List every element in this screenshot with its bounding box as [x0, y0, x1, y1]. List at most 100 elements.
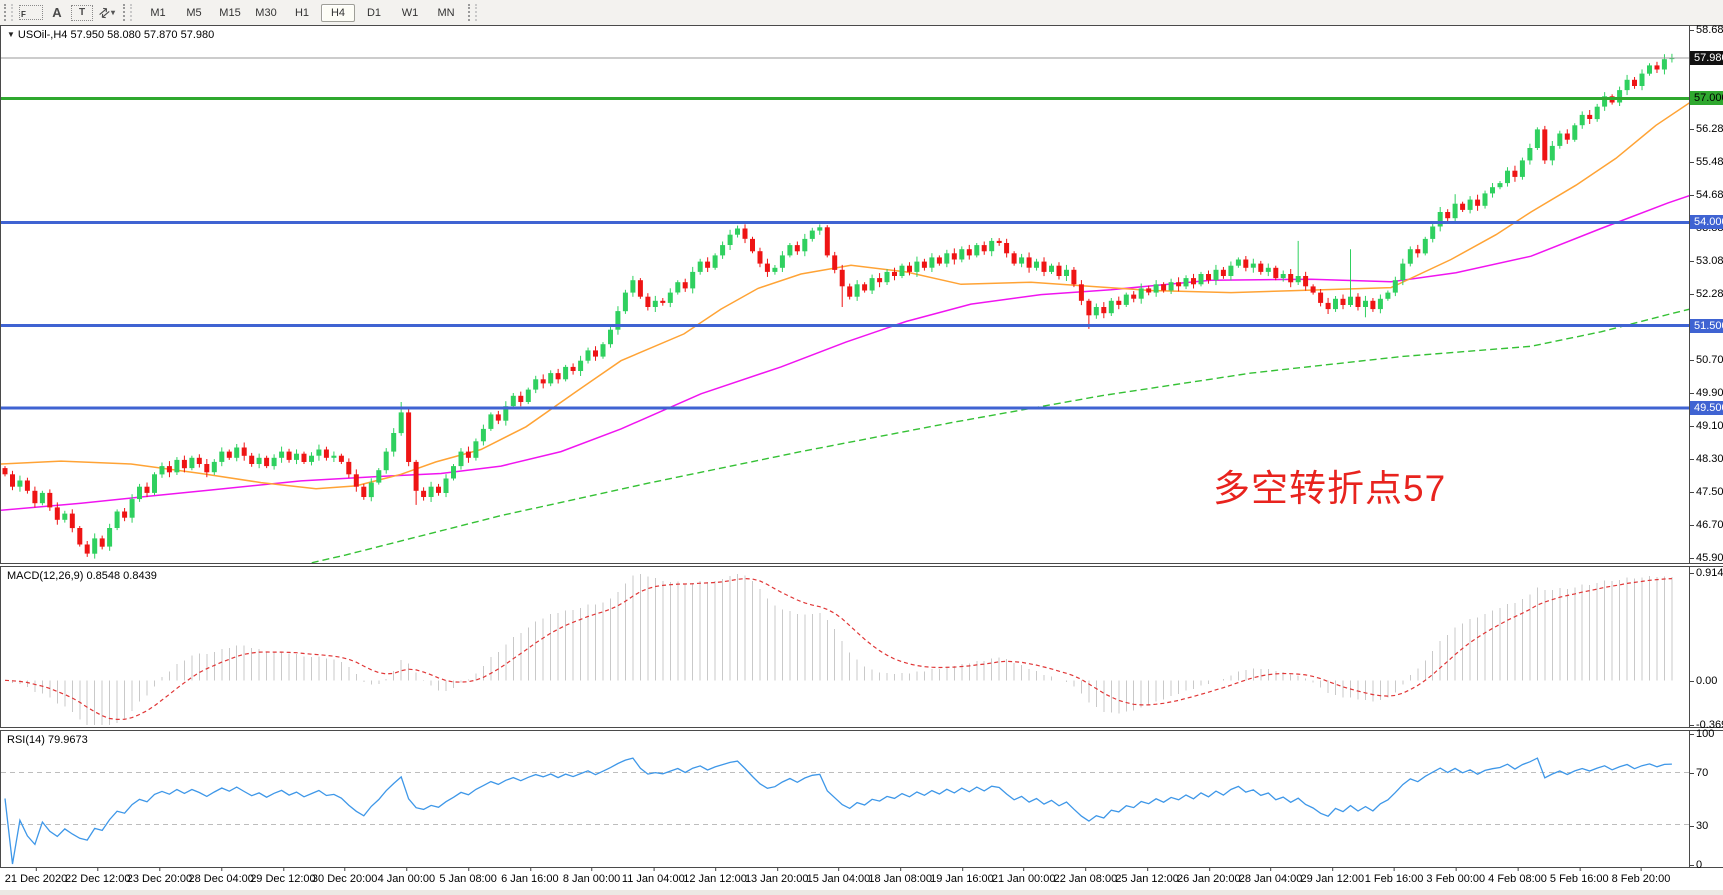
timeframe-button-h1[interactable]: H1: [294, 6, 310, 19]
chevron-down-icon: ▼: [7, 30, 15, 39]
macd-signal-line: [4, 577, 1672, 721]
toolbar: F A T ⇄ ▾ M1 M5 M15 M30 H1 H4 D1 W1 MN: [0, 0, 1723, 26]
macd-label: MACD(12,26,9) 0.8548 0.8439: [7, 570, 157, 582]
time-axis-label: 30 Dec 20:00: [311, 868, 378, 885]
toolbar-grip-2[interactable]: [123, 4, 132, 21]
timeframe-button-m5[interactable]: M5: [186, 6, 202, 19]
font-a-icon[interactable]: A: [52, 5, 62, 20]
price-tick-label: 49.900: [1690, 386, 1723, 400]
rsi-panel: RSI(14) 79.9673 100 70 30 0: [0, 728, 1723, 871]
text-label-icon[interactable]: T: [71, 4, 93, 21]
macd-panel: MACD(12,26,9) 0.8548 0.8439 0.9143 0.00 -0…: [0, 566, 1723, 731]
main-chart-panel: ▼ USOil-,H4 57.950 58.080 57.870 57.980 多…: [0, 23, 1723, 565]
rsi-axis: 100 70 30 0: [1690, 728, 1723, 871]
price-badge-51.500: 51.500: [1690, 318, 1723, 333]
time-axis-label: 15 Jan 04:00: [806, 868, 871, 885]
price-tick-label: 58.680: [1690, 23, 1723, 37]
main-chart-canvas[interactable]: [1, 26, 1690, 563]
price-tick-label: 49.100: [1690, 419, 1723, 433]
macd-axis-line: [1689, 567, 1690, 727]
price-tick-label: 52.280: [1690, 287, 1723, 301]
price-axis-line: [1689, 26, 1690, 563]
time-axis-label: 26 Jan 20:00: [1177, 868, 1241, 885]
timeframe-button-mn[interactable]: MN: [437, 6, 455, 19]
dropdown-caret-icon: ▾: [110, 8, 115, 17]
timeframe-button-m30[interactable]: M30: [255, 6, 277, 19]
time-axis-label: 18 Jan 08:00: [868, 868, 933, 885]
macd-canvas[interactable]: [1, 567, 1690, 727]
time-axis[interactable]: 21 Dec 2020 22 Dec 12:00 23 Dec 20:00 28 De…: [0, 868, 1723, 890]
macd-histogram: [4, 573, 1673, 725]
rsi-axis-label: 30: [1690, 819, 1723, 833]
rsi-axis-line: [1689, 731, 1690, 867]
macd-axis-label: 0.9143: [1690, 566, 1723, 580]
time-axis-label: 22 Dec 12:00: [65, 868, 131, 885]
time-axis-label: 11 Jan 04:00: [621, 868, 685, 885]
timeframe-button-m1[interactable]: M1: [150, 6, 166, 19]
price-tick-label: 46.700: [1690, 518, 1723, 532]
macd-axis-label: 0.00: [1690, 674, 1723, 688]
arrange-arrows-icon: ⇄: [95, 2, 114, 22]
rsi-canvas[interactable]: [1, 731, 1690, 867]
timeframe-button-d1[interactable]: D1: [366, 6, 382, 19]
time-axis-label: 29 Dec 12:00: [250, 868, 316, 885]
time-axis-label: 12 Jan 12:00: [683, 868, 747, 885]
rsi-axis-label: 100: [1690, 727, 1723, 741]
timeframe-button-h4[interactable]: H4: [321, 3, 355, 22]
price-tick-label: 56.280: [1690, 122, 1723, 136]
rsi-axis-label: 0: [1690, 858, 1723, 872]
time-axis-label: 28 Jan 04:00: [1238, 868, 1303, 885]
ma-magenta-line: [1, 194, 1690, 512]
price-tick-label: 50.700: [1690, 353, 1723, 367]
price-axis: 58.68056.28055.48054.68053.88053.08052.2…: [1690, 23, 1723, 565]
macd-axis: 0.9143 0.00 -0.3693: [1690, 566, 1723, 731]
time-axis-label: 19 Jan 16:00: [930, 868, 994, 885]
time-axis-label: 5 Jan 08:00: [439, 868, 497, 885]
rsi-axis-label: 70: [1690, 766, 1723, 780]
ma-orange-line: [1, 101, 1690, 490]
ma-green-line: [307, 308, 1690, 563]
time-axis-label: 21 Dec 2020: [4, 868, 68, 885]
price-tick-label: 45.900: [1690, 551, 1723, 565]
current-price-badge: 57.980: [1690, 50, 1723, 65]
macd-axis-label: -0.3693: [1690, 718, 1723, 732]
time-axis-label: 21 Jan 00:00: [991, 868, 1056, 885]
time-axis-label: 8 Jan 00:00: [562, 868, 621, 885]
time-axis-label: 4 Feb 08:00: [1488, 868, 1547, 885]
price-badge-57.000: 57.000: [1690, 91, 1723, 106]
annotation-text: 多空转折点57: [1213, 468, 1447, 509]
time-axis-label: 6 Jan 16:00: [501, 868, 559, 885]
chart-title[interactable]: ▼ USOil-,H4 57.950 58.080 57.870 57.980: [7, 29, 214, 41]
price-tick-label: 55.480: [1690, 155, 1723, 169]
toolbar-grip-3[interactable]: [468, 4, 477, 21]
price-badge-49.500: 49.500: [1690, 401, 1723, 416]
window-bottom-strip: [0, 890, 1723, 895]
candles-layer: [2, 53, 1675, 559]
time-axis-label: 28 Dec 04:00: [188, 868, 254, 885]
time-axis-label: 5 Feb 16:00: [1549, 868, 1609, 885]
rsi-label: RSI(14) 79.9673: [7, 734, 88, 746]
time-axis-label: 25 Jan 12:00: [1115, 868, 1179, 885]
time-axis-label: 22 Jan 08:00: [1053, 868, 1118, 885]
time-axis-label: 3 Feb 00:00: [1426, 868, 1486, 885]
price-tick-label: 48.300: [1690, 452, 1723, 466]
price-tick-label: 54.680: [1690, 188, 1723, 202]
time-axis-label: 4 Jan 00:00: [377, 868, 436, 885]
arrange-arrows-button[interactable]: ⇄ ▾: [95, 2, 117, 22]
rsi-line: [4, 757, 1672, 865]
timeframe-button-w1[interactable]: W1: [401, 6, 419, 19]
timeframe-button-m15[interactable]: M15: [219, 6, 241, 19]
timeframe-button-group: M1 M5 M15 M30 H1 H4 D1 W1 MN: [140, 3, 464, 22]
price-badge-54.000: 54.000: [1690, 215, 1723, 230]
time-axis-label: 23 Dec 20:00: [126, 868, 193, 885]
chart-title-text: USOil-,H4 57.950 58.080 57.870 57.980: [17, 29, 215, 41]
toolbar-grip[interactable]: [4, 4, 13, 21]
time-axis-label: 13 Jan 20:00: [744, 868, 809, 885]
time-axis-label: 29 Jan 12:00: [1300, 868, 1365, 885]
grid-f-icon[interactable]: F: [19, 5, 43, 20]
time-axis-label: 8 Feb 20:00: [1611, 868, 1671, 885]
price-tick-label: 53.080: [1690, 254, 1723, 268]
price-tick-label: 47.500: [1690, 485, 1723, 499]
time-axis-label: 1 Feb 16:00: [1364, 868, 1424, 885]
